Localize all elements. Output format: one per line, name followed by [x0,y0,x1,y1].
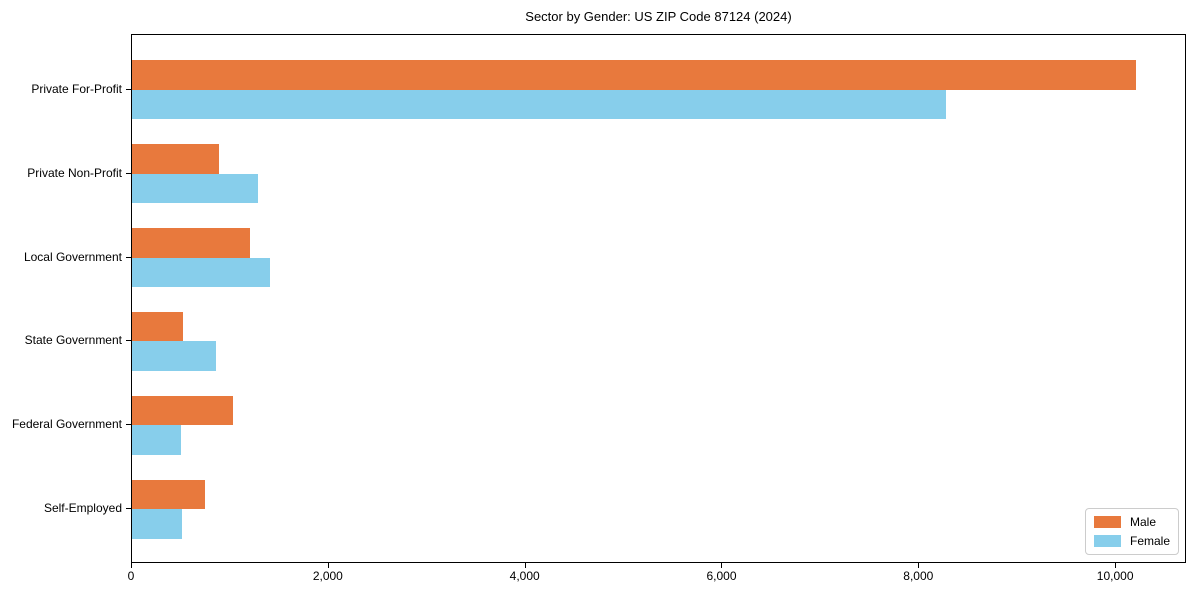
female-bar-private-non-profit [132,173,258,203]
x-tick-label-0: 0 [127,569,135,583]
plot-area: Male Female [131,34,1186,563]
x-tick-mark [327,563,329,568]
x-tick-mark [524,563,526,568]
male-swatch-icon [1093,516,1121,528]
male-bar-private-for-profit [132,60,1136,90]
x-tick-mark [1115,563,1117,568]
male-bar-state-government [132,312,183,342]
x-tick-mark [918,563,920,568]
female-bar-federal-government [132,425,182,455]
x-tick-label-6000: 6,000 [706,569,737,583]
legend-item-female: Female [1093,534,1170,548]
x-tick-label-4000: 4,000 [509,569,540,583]
y-tick-mark [126,508,131,510]
male-bar-private-non-profit [132,144,219,174]
male-bar-federal-government [132,396,234,426]
y-tick-mark [126,172,131,174]
legend-label-female: Female [1129,534,1170,548]
x-tick-label-10000: 10,000 [1096,569,1134,583]
x-tick-label-2000: 2,000 [312,569,343,583]
y-tick-label-federal-government: Federal Government [11,417,122,432]
female-bar-state-government [132,341,217,371]
male-bar-self-employed [132,480,206,510]
y-tick-mark [126,88,131,90]
legend: Male Female [1084,508,1179,555]
female-bar-local-government [132,257,270,287]
male-bar-local-government [132,228,251,258]
chart-title: Sector by Gender: US ZIP Code 87124 (202… [525,9,792,24]
y-tick-mark [126,340,131,342]
y-tick-label-local-government: Local Government [23,249,122,264]
y-tick-label-state-government: State Government [24,333,122,348]
female-swatch-icon [1093,535,1121,547]
y-tick-label-private-for-profit: Private For-Profit [31,81,122,96]
x-tick-label-8000: 8,000 [903,569,934,583]
female-bar-private-for-profit [132,89,946,119]
y-tick-label-private-non-profit: Private Non-Profit [27,165,122,180]
legend-item-male: Male [1093,515,1170,529]
legend-label-male: Male [1129,515,1156,529]
y-tick-mark [126,256,131,258]
y-tick-label-self-employed: Self-Employed [43,501,122,516]
female-bar-self-employed [132,509,182,539]
y-tick-mark [126,424,131,426]
x-tick-mark [721,563,723,568]
y-axis-labels: Private For-Profit Private Non-Profit Loca… [0,34,122,563]
x-tick-mark [131,563,132,568]
